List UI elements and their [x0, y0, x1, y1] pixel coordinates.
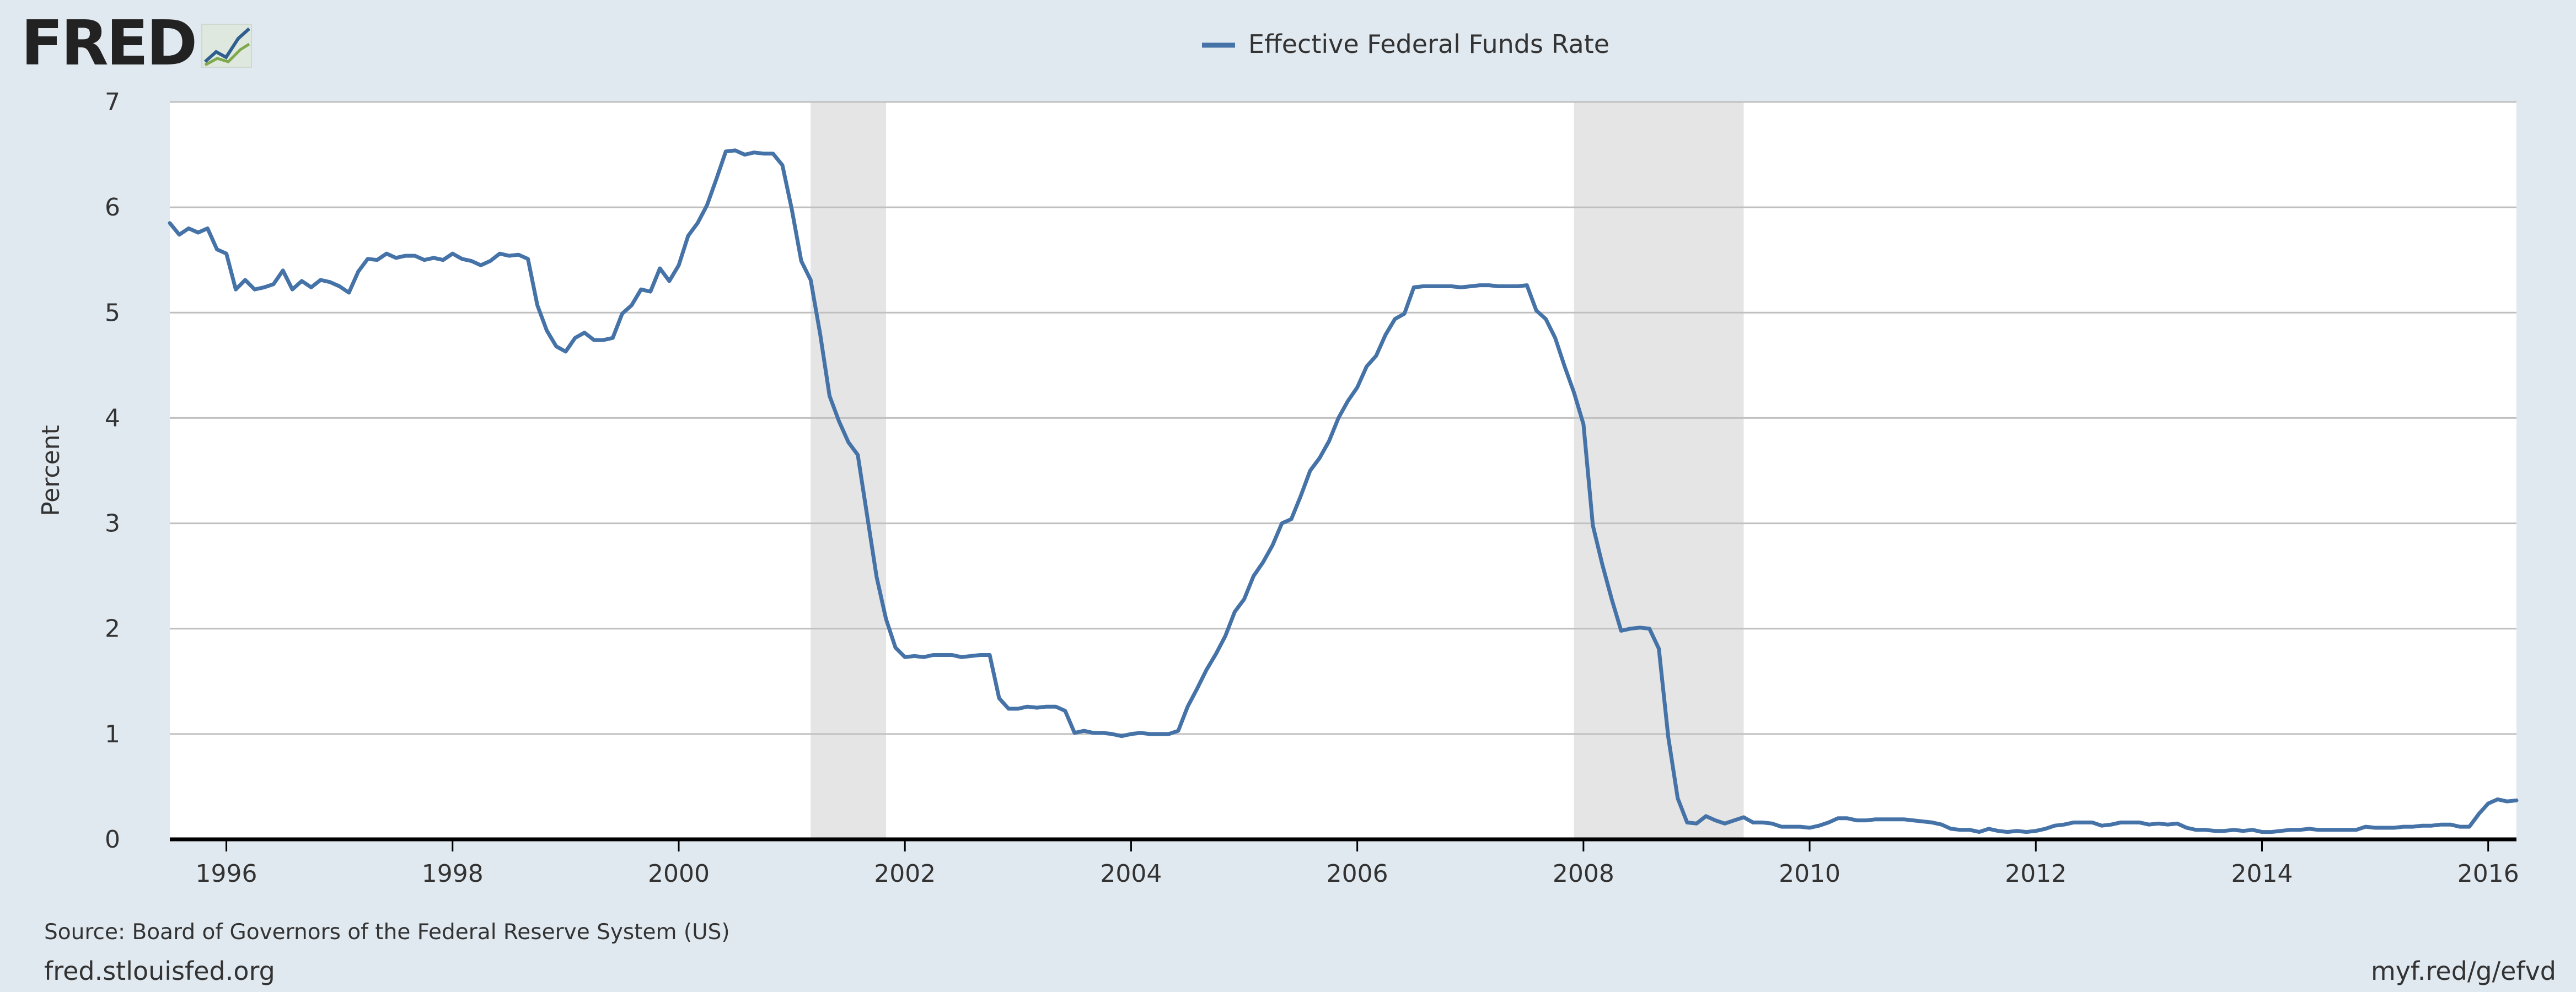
- grid-lines: [170, 101, 2516, 735]
- x-tick-label-2002: 2002: [874, 860, 936, 888]
- legend-label: Effective Federal Funds Rate: [1248, 29, 1609, 59]
- plot-area: [170, 102, 2516, 839]
- y-tick-label-1: 1: [105, 720, 120, 748]
- y-tick-label-4: 4: [105, 404, 120, 432]
- recession-band-2: [1574, 102, 1744, 839]
- y-tick-label-0: 0: [105, 826, 120, 854]
- x-tick-label-2006: 2006: [1327, 860, 1388, 888]
- x-tick-label-2000: 2000: [648, 860, 710, 888]
- y-tick-label-3: 3: [105, 510, 120, 538]
- fred-logo[interactable]: FRED: [21, 8, 252, 79]
- series-layer: [168, 148, 2519, 834]
- y-tick-label-5: 5: [105, 299, 120, 327]
- y-axis-ticks: 0 1 2 3 4 5 6 7: [105, 88, 120, 854]
- fred-chart-icon: [201, 24, 252, 68]
- x-tick-label-2010: 2010: [1779, 860, 1840, 888]
- y-axis-title: Percent: [37, 425, 65, 516]
- series-line-1: [168, 148, 2519, 834]
- legend: Effective Federal Funds Rate: [1202, 29, 1609, 59]
- x-tick-label-2004: 2004: [1100, 860, 1162, 888]
- y-tick-label-6: 6: [105, 193, 120, 222]
- x-tick-label-2012: 2012: [2005, 860, 2067, 888]
- x-axis-ticks: 1996 1998 2000 2002 2004 2006 2008 2010 2012 2014…: [196, 839, 2519, 888]
- logo-text: FRED: [21, 8, 195, 79]
- x-tick-label-1996: 1996: [196, 860, 257, 888]
- x-tick-label-1998: 1998: [422, 860, 484, 888]
- recession-bands: [811, 102, 1744, 839]
- recession-band-1: [811, 102, 887, 839]
- site-link[interactable]: fred.stlouisfed.org: [44, 956, 275, 986]
- x-tick-label-2016: 2016: [2457, 860, 2519, 888]
- y-tick-label-7: 7: [105, 88, 120, 116]
- x-tick-label-2008: 2008: [1553, 860, 1614, 888]
- source-text: Source: Board of Governors of the Federa…: [44, 920, 730, 945]
- y-tick-label-2: 2: [105, 615, 120, 643]
- x-tick-label-2014: 2014: [2231, 860, 2293, 888]
- short-link[interactable]: myf.red/g/efvd: [2371, 956, 2556, 986]
